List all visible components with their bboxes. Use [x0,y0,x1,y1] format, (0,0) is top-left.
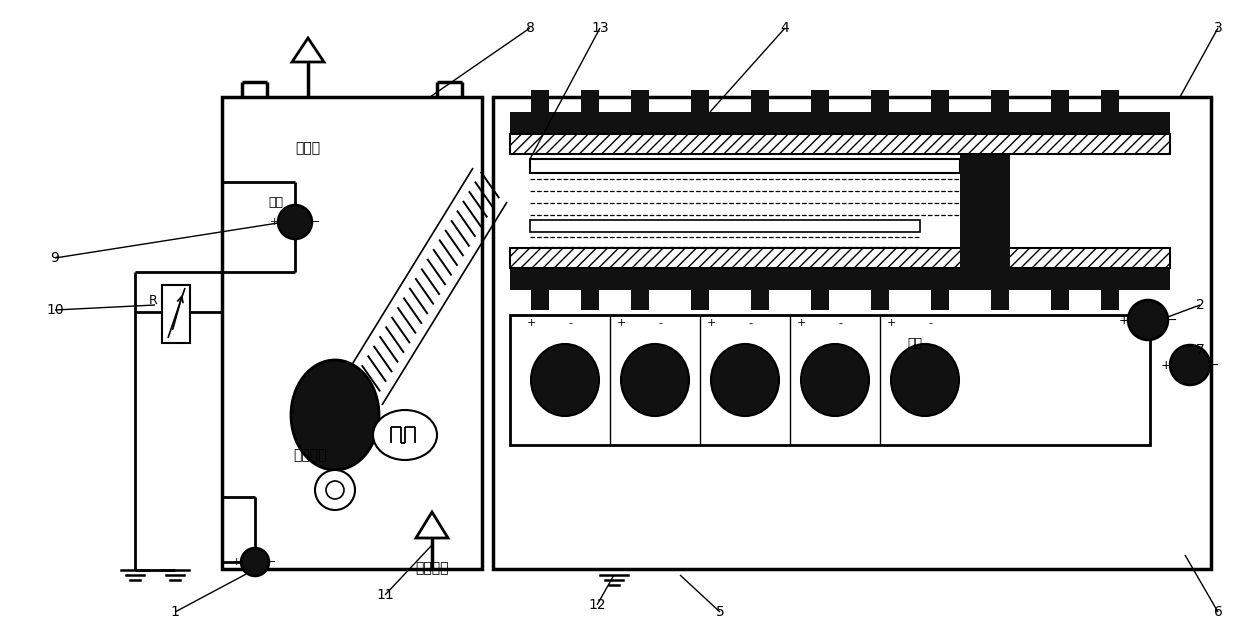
Text: -: - [568,318,572,328]
Bar [1101,290,1118,310]
Text: +: + [269,217,279,227]
Polygon shape [291,38,324,62]
Circle shape [241,548,269,576]
Bar [582,90,599,112]
Text: 基体工件: 基体工件 [293,448,327,462]
Text: 10: 10 [46,303,63,317]
Text: 12: 12 [588,598,606,612]
Text: 8: 8 [526,21,534,35]
Text: +: + [887,318,895,328]
Text: -: - [838,318,842,328]
Circle shape [315,470,355,510]
Text: 4: 4 [781,21,790,35]
Bar [529,220,920,232]
Bar [1052,290,1069,310]
Text: −: − [1167,314,1177,327]
Text: 反应气体: 反应气体 [415,561,449,575]
Bar [991,90,1009,112]
Bar [631,90,649,112]
Text: 5: 5 [715,605,724,619]
Ellipse shape [711,344,779,416]
Text: −: − [311,217,321,227]
Bar [991,290,1009,310]
Bar [1101,90,1118,112]
Ellipse shape [531,344,599,416]
Text: 1: 1 [171,605,180,619]
Ellipse shape [892,344,959,416]
Bar [510,315,1149,445]
Text: 13: 13 [591,21,609,35]
Bar [531,290,549,310]
Bar [631,290,649,310]
Text: 3: 3 [1214,21,1223,35]
Bar [870,290,889,310]
Bar [510,248,1171,268]
Bar [931,90,949,112]
Bar [510,112,1171,134]
Bar [960,155,1011,270]
Text: 水冷: 水冷 [908,337,923,350]
Circle shape [1171,345,1210,385]
Bar [494,97,1211,569]
Text: +: + [796,318,806,328]
Ellipse shape [801,344,869,416]
Bar [529,159,960,173]
Text: +: + [707,318,715,328]
Text: 抽真空: 抽真空 [295,141,321,155]
Text: +: + [1118,314,1130,327]
Bar [1052,90,1069,112]
Bar [222,97,482,569]
Text: +: + [232,557,241,567]
Bar [811,90,830,112]
Text: 6: 6 [1214,605,1223,619]
Text: 7: 7 [1195,343,1204,357]
Bar [751,90,769,112]
Bar [162,285,190,343]
Bar [582,290,599,310]
Ellipse shape [621,344,689,416]
Bar [691,290,709,310]
Text: −: − [268,557,277,567]
Bar [510,134,1171,154]
Text: 2: 2 [1195,298,1204,312]
Bar [691,90,709,112]
Ellipse shape [373,410,436,460]
Bar [931,290,949,310]
Text: -: - [748,318,751,328]
Bar [531,90,549,112]
Text: 9: 9 [51,251,60,265]
Circle shape [278,205,312,239]
Text: −: − [1209,358,1219,371]
Bar [811,290,830,310]
Text: R: R [149,293,157,307]
Text: -: - [658,318,662,328]
Circle shape [326,481,343,499]
Ellipse shape [291,360,379,470]
Text: +: + [616,318,626,328]
Text: 水冷: 水冷 [269,196,284,208]
Bar [870,90,889,112]
Bar [510,268,1171,290]
Text: 11: 11 [376,588,394,602]
Text: +: + [526,318,536,328]
Bar [751,290,769,310]
Polygon shape [415,512,448,538]
Text: -: - [928,318,932,328]
Text: +: + [1161,358,1172,371]
Circle shape [1128,300,1168,340]
